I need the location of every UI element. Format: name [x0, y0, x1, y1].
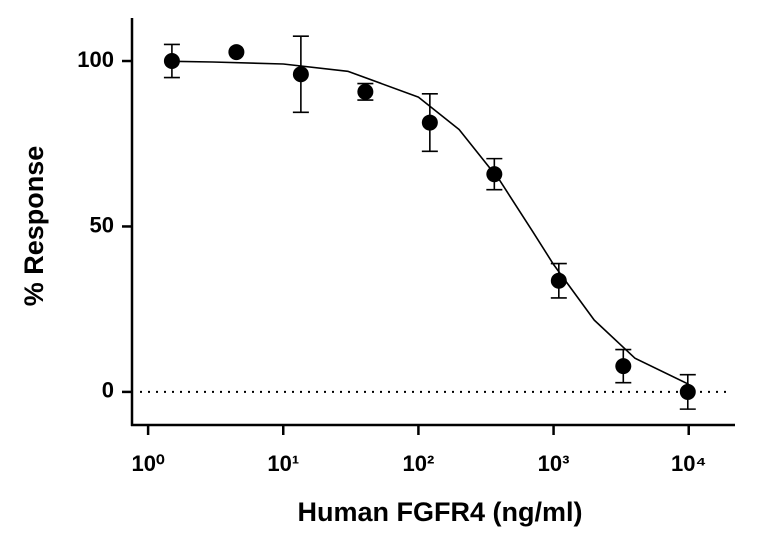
- data-point: [421, 114, 438, 131]
- fit-curve: [171, 60, 690, 386]
- data-point: [292, 66, 309, 83]
- data-point: [615, 358, 632, 375]
- y-tick-label: 0: [102, 378, 114, 403]
- x-tick-label: 10⁴: [671, 451, 706, 476]
- y-tick-label: 100: [77, 47, 114, 72]
- x-axis-label: Human FGFR4 (ng/ml): [298, 497, 583, 527]
- data-point: [550, 272, 567, 289]
- data-point: [228, 44, 245, 61]
- y-tick-label: 50: [90, 212, 114, 237]
- x-tick-label: 10¹: [267, 451, 299, 476]
- x-tick-label: 10²: [403, 451, 435, 476]
- data-point: [357, 83, 374, 100]
- y-axis-label: % Response: [19, 146, 49, 307]
- data-point: [486, 166, 503, 183]
- data-point: [679, 383, 696, 400]
- x-tick-label: 10⁰: [131, 451, 164, 476]
- x-tick-label: 10³: [538, 451, 570, 476]
- data-point: [163, 53, 180, 70]
